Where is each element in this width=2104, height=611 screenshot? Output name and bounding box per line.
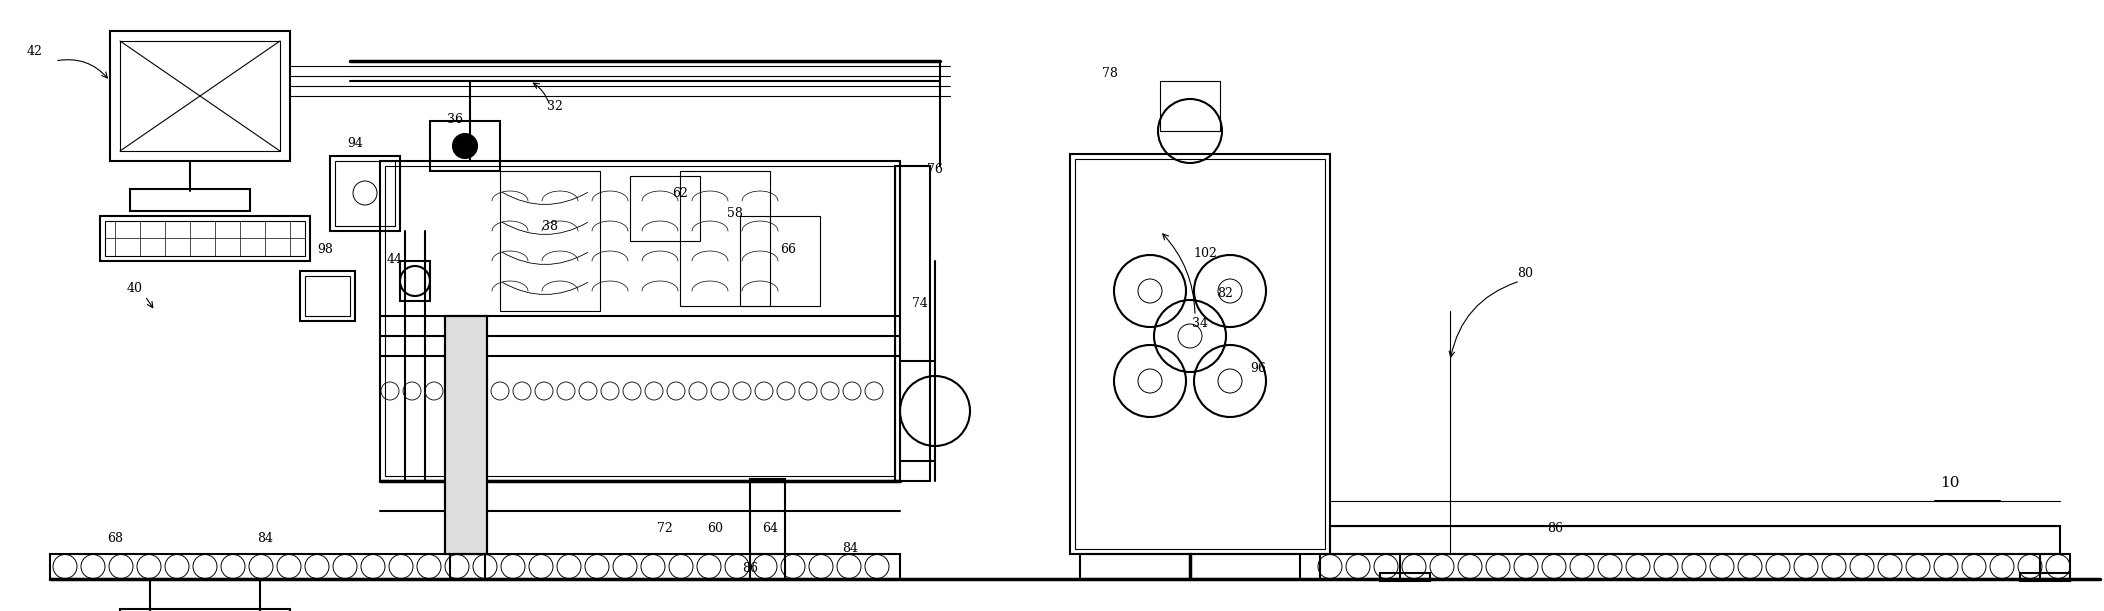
Text: 36: 36 xyxy=(446,112,463,125)
Text: 78: 78 xyxy=(1102,67,1117,79)
Text: 40: 40 xyxy=(126,282,143,296)
Circle shape xyxy=(452,134,478,158)
Bar xyxy=(501,171,600,311)
Text: 10: 10 xyxy=(1940,476,1959,490)
Text: 42: 42 xyxy=(27,45,42,57)
Text: 32: 32 xyxy=(547,100,564,112)
Text: 80: 80 xyxy=(1517,266,1534,279)
Text: 62: 62 xyxy=(671,186,688,200)
Bar xyxy=(446,316,486,554)
Bar xyxy=(1380,573,1431,581)
Bar xyxy=(381,161,901,481)
Text: 34: 34 xyxy=(1193,316,1208,329)
Bar xyxy=(1071,154,1330,554)
Bar xyxy=(741,216,821,306)
Bar xyxy=(105,221,305,256)
Text: 84: 84 xyxy=(842,543,858,555)
Bar xyxy=(335,161,396,226)
Bar xyxy=(305,276,349,316)
Bar xyxy=(1159,81,1220,131)
Text: 86: 86 xyxy=(1546,522,1563,535)
Text: 64: 64 xyxy=(762,522,778,535)
Bar xyxy=(101,216,309,261)
Bar xyxy=(680,171,770,306)
Bar xyxy=(429,121,501,171)
Bar xyxy=(450,479,486,554)
Bar xyxy=(446,316,486,554)
Bar xyxy=(1319,554,2070,579)
Text: 76: 76 xyxy=(928,163,943,175)
Text: 86: 86 xyxy=(743,563,757,576)
Text: 58: 58 xyxy=(728,207,743,219)
Text: 38: 38 xyxy=(543,219,558,233)
Bar xyxy=(109,31,290,161)
Text: 74: 74 xyxy=(911,296,928,310)
Text: 68: 68 xyxy=(107,533,122,546)
Text: 66: 66 xyxy=(781,243,795,255)
Text: 98: 98 xyxy=(318,243,332,255)
Bar xyxy=(400,261,429,301)
Bar xyxy=(2020,573,2070,581)
Bar xyxy=(50,554,901,579)
Bar xyxy=(301,271,356,321)
Bar xyxy=(629,176,701,241)
Bar xyxy=(120,41,280,151)
Text: 60: 60 xyxy=(707,522,724,535)
Bar xyxy=(1330,526,2060,554)
Text: 102: 102 xyxy=(1193,246,1216,260)
Text: 72: 72 xyxy=(656,522,673,535)
Bar xyxy=(1075,159,1326,549)
Text: 84: 84 xyxy=(257,533,274,546)
Bar xyxy=(120,609,290,611)
Bar xyxy=(130,189,250,211)
Bar xyxy=(1079,554,1300,579)
Text: 96: 96 xyxy=(1250,362,1267,376)
Bar xyxy=(749,479,785,554)
Bar xyxy=(894,166,930,481)
Text: 82: 82 xyxy=(1216,287,1233,299)
Text: 44: 44 xyxy=(387,252,404,266)
Bar xyxy=(385,166,894,476)
Text: 94: 94 xyxy=(347,136,362,150)
Bar xyxy=(330,156,400,231)
